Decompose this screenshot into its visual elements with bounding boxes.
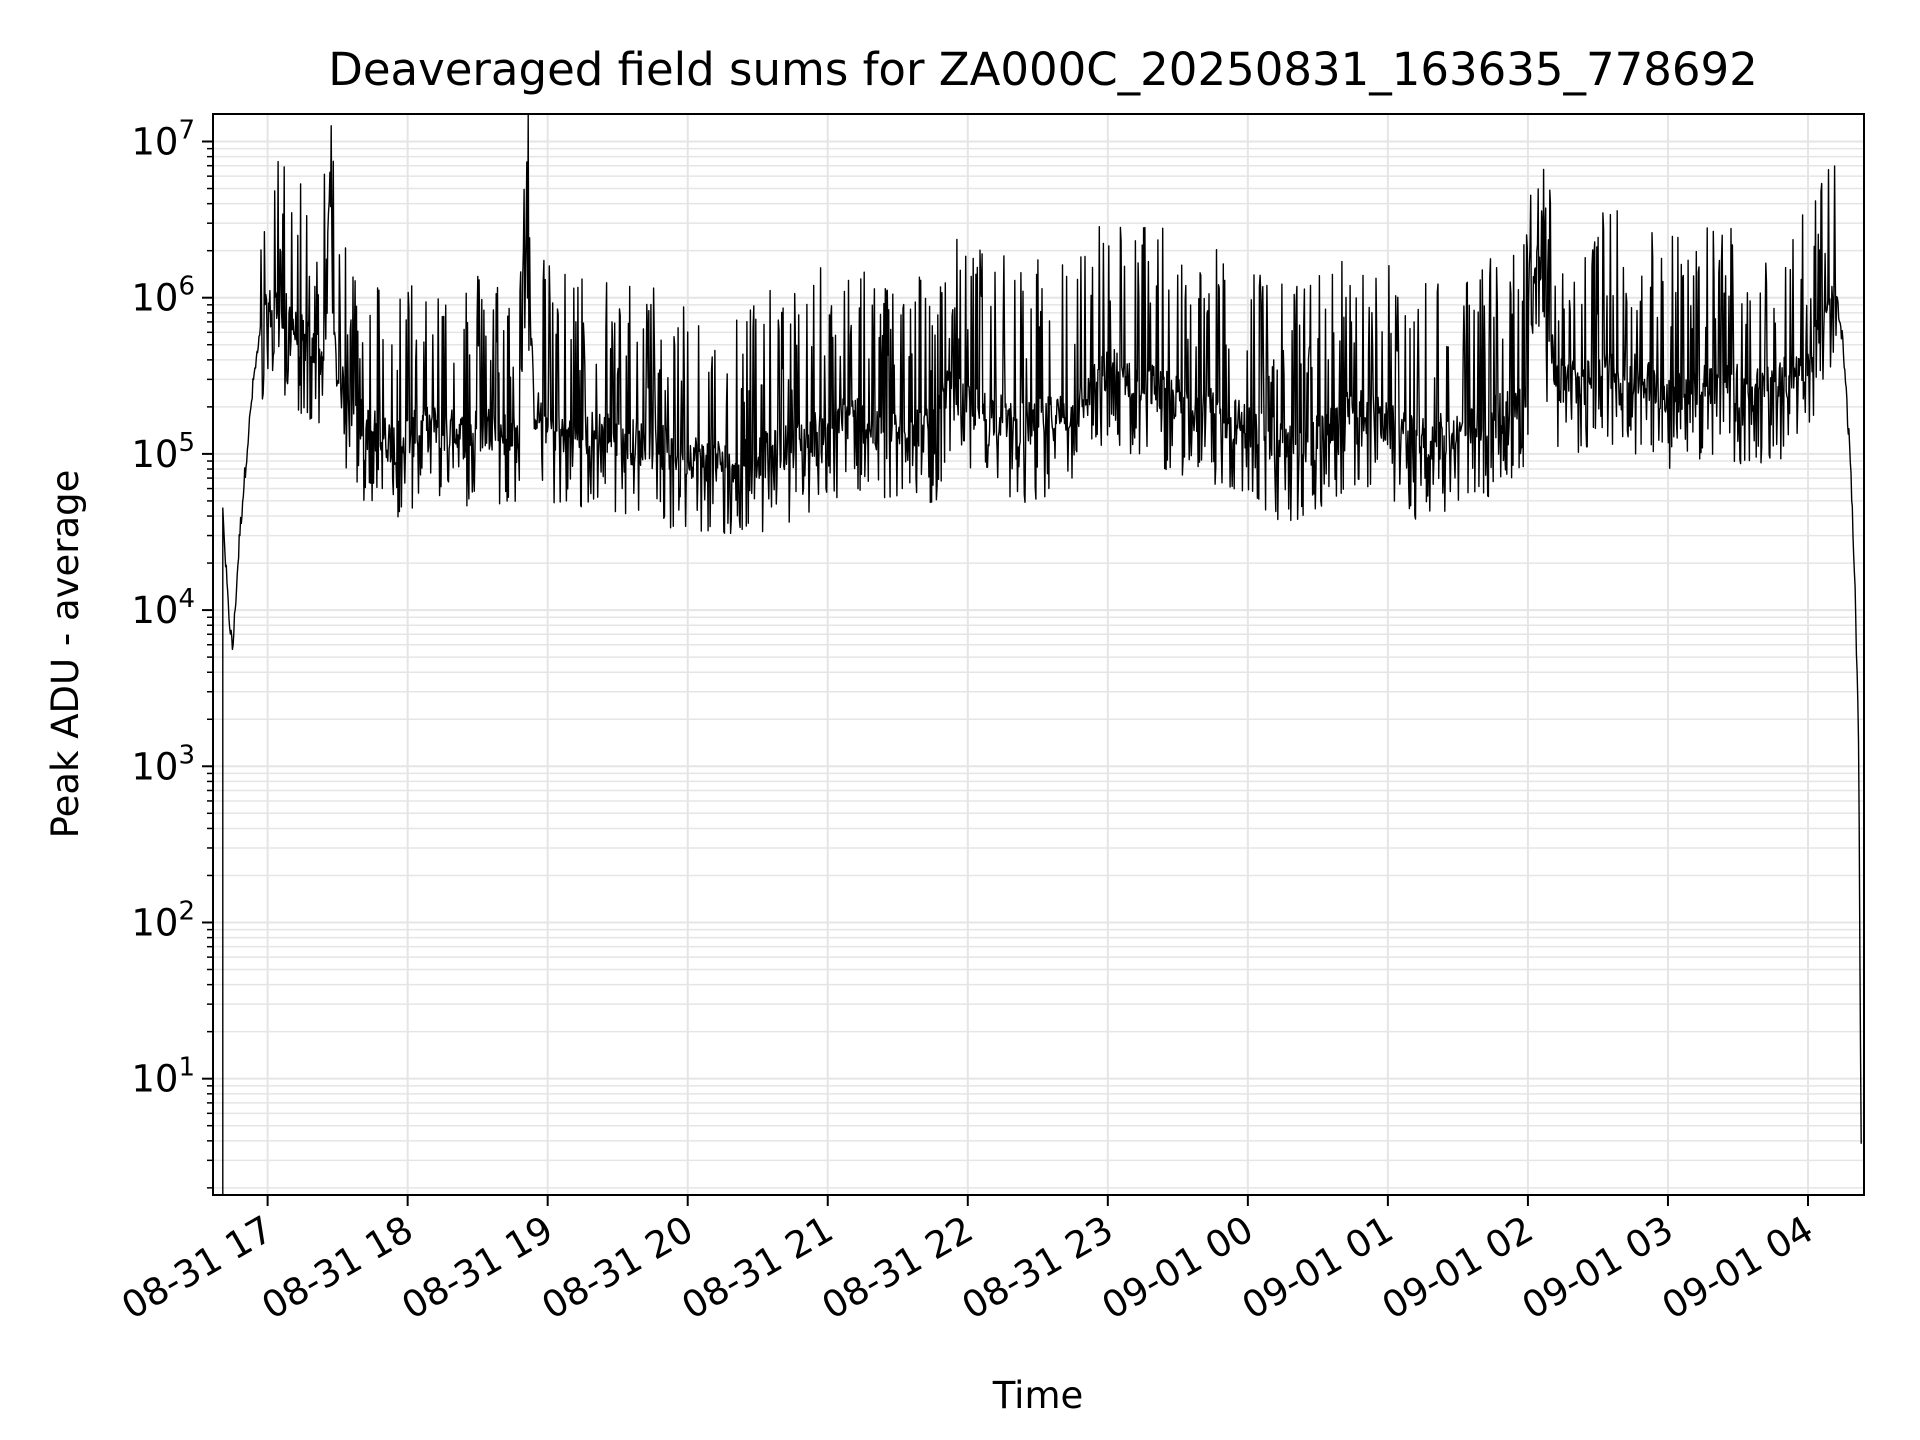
- y-tick-base: 10: [131, 745, 178, 788]
- plot-frame: [212, 113, 1865, 1196]
- x-tick-label: 09-01 04: [1655, 1208, 1821, 1328]
- x-tick-label: 08-31 23: [955, 1208, 1121, 1328]
- x-tick-label: 09-01 01: [1235, 1208, 1401, 1328]
- y-tick-base: 10: [131, 1058, 178, 1101]
- x-axis-label: Time: [992, 1374, 1084, 1417]
- y-tick-label: 107: [131, 116, 195, 164]
- y-tick-base: 10: [131, 589, 178, 632]
- x-tick-label: 08-31 18: [255, 1208, 421, 1328]
- y-tick-exponent: 1: [178, 1053, 195, 1083]
- y-tick-exponent: 7: [178, 116, 195, 146]
- y-tick-label: 103: [131, 740, 195, 788]
- series: [222, 113, 1862, 1195]
- grid-minor: [213, 147, 1864, 1189]
- y-tick-label: 105: [131, 428, 195, 476]
- y-tick-base: 10: [131, 277, 178, 320]
- x-tick-label: 08-31 21: [675, 1208, 841, 1328]
- y-tick-label: 106: [131, 272, 195, 320]
- x-tick-label: 09-01 02: [1375, 1208, 1541, 1328]
- x-tick-label: 09-01 03: [1515, 1208, 1681, 1328]
- y-tick-base: 10: [131, 901, 178, 944]
- y-axis-label: Peak ADU - average: [44, 470, 87, 839]
- y-tick-base: 10: [131, 433, 178, 476]
- series-line: [222, 113, 1862, 1195]
- y-tick-exponent: 4: [178, 584, 195, 614]
- x-tick-label: 08-31 17: [115, 1208, 281, 1328]
- x-tick-label: 08-31 20: [535, 1208, 701, 1328]
- y-tick-exponent: 5: [178, 428, 195, 458]
- x-tick-label: 09-01 00: [1095, 1208, 1261, 1328]
- y-tick-label: 104: [131, 584, 195, 632]
- y-tick-label: 102: [131, 896, 195, 944]
- y-tick-base: 10: [131, 121, 178, 164]
- y-tick-exponent: 2: [178, 896, 195, 926]
- x-tick-label: 08-31 22: [815, 1208, 981, 1328]
- chart-title: Deaveraged field sums for ZA000C_2025083…: [328, 43, 1758, 96]
- y-tick-exponent: 3: [178, 740, 195, 770]
- y-tick-exponent: 6: [178, 272, 195, 302]
- y-tick-label: 101: [131, 1053, 195, 1101]
- x-tick-label: 08-31 19: [395, 1208, 561, 1328]
